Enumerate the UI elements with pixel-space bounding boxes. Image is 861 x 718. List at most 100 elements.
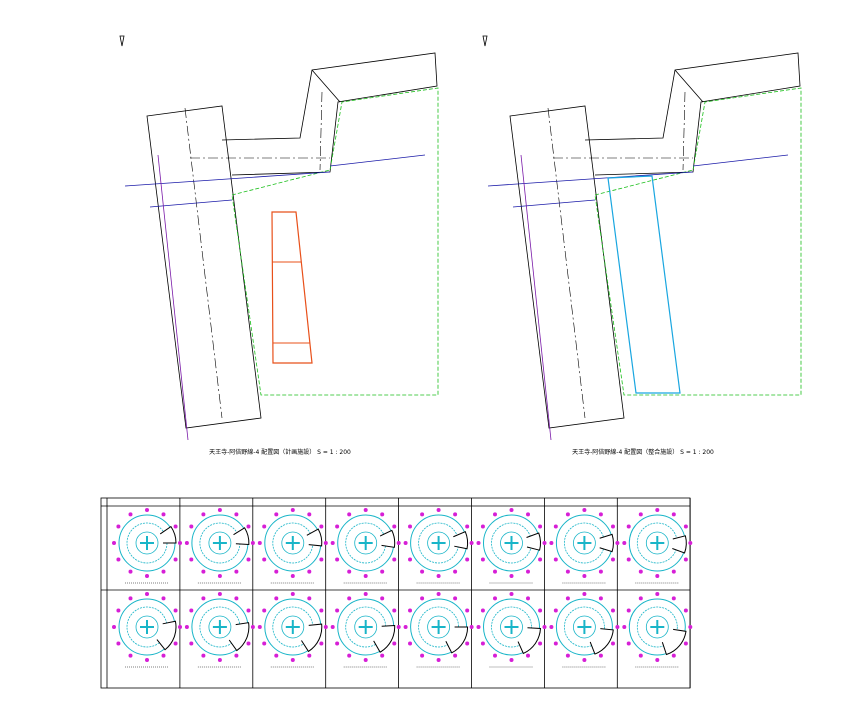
anchor-mark [622, 541, 627, 545]
manhole-inner [135, 615, 159, 639]
anchor-mark [173, 641, 178, 646]
anchor-mark [671, 596, 676, 601]
cut-section [599, 533, 614, 553]
anchor-mark [335, 641, 340, 646]
anchor-mark [274, 653, 279, 658]
manhole-cross [577, 536, 592, 550]
manhole-cross [504, 620, 519, 634]
anchor-mark [201, 596, 206, 601]
cut-section [233, 527, 250, 545]
aligned-facility [607, 175, 681, 394]
anchor-mark [683, 641, 688, 646]
anchor-mark [553, 557, 558, 562]
anchor-mark [480, 557, 485, 562]
anchor-mark [465, 557, 470, 562]
anchor-mark [189, 608, 194, 613]
anchor-mark [189, 641, 194, 646]
dimension-line [329, 154, 426, 167]
anchor-mark [565, 569, 570, 574]
anchor-mark [420, 569, 425, 574]
anchor-mark [453, 596, 458, 601]
anchor-mark [526, 596, 530, 601]
anchor-mark [626, 641, 631, 646]
anchor-mark [626, 524, 631, 529]
anchor-mark [262, 557, 267, 562]
manhole-inner [573, 615, 596, 639]
anchor-mark [234, 653, 239, 658]
cut-section [373, 625, 396, 653]
anchor-mark [509, 658, 514, 662]
anchor-mark [582, 508, 587, 512]
anchor-mark [465, 524, 470, 529]
anchor-mark [469, 541, 474, 545]
anchor-mark [538, 557, 543, 562]
anchor-mark [380, 512, 385, 517]
anchor-mark [638, 569, 643, 574]
anchor-mark [347, 653, 352, 658]
anchor-mark [307, 596, 312, 601]
anchor-mark [246, 641, 251, 646]
anchor-mark [655, 592, 660, 596]
anchor-mark [380, 653, 385, 658]
anchor-mark [465, 641, 470, 646]
anchor-mark [262, 524, 267, 529]
cut-section [301, 623, 323, 653]
anchor-mark [610, 641, 615, 646]
anchor-mark [542, 625, 547, 629]
anchor-mark [688, 541, 693, 545]
anchor-mark [526, 512, 530, 517]
manhole-cross [577, 620, 592, 634]
anchor-mark [420, 653, 425, 658]
manhole-inner [354, 615, 378, 639]
manhole-cross [140, 536, 154, 550]
anchor-mark [330, 541, 335, 545]
anchor-mark [436, 574, 441, 578]
anchor-mark [201, 569, 206, 574]
anchor-mark [598, 569, 603, 574]
anchor-mark [598, 653, 603, 658]
anchor-mark [335, 524, 340, 529]
anchor-mark [476, 625, 481, 629]
anchor-mark [323, 541, 328, 545]
anchor-mark [392, 641, 397, 646]
anchor-mark [480, 608, 485, 613]
anchor-mark [178, 625, 182, 629]
anchor-mark [246, 524, 251, 529]
anchor-mark [319, 641, 324, 646]
anchor-mark [335, 608, 340, 613]
anchor-mark [493, 653, 497, 658]
anchor-mark [598, 596, 603, 601]
anchor-mark [363, 508, 368, 512]
manhole-ring [491, 606, 532, 648]
anchor-mark [161, 512, 166, 517]
anchor-mark [610, 608, 615, 613]
anchor-mark [436, 658, 441, 662]
anchor-mark [553, 524, 558, 529]
anchor-mark [610, 524, 615, 529]
anchor-mark [112, 625, 116, 629]
drawing-caption: 天王寺-阿倍野線-4 配置図（計画施設） S = 1 : 200 [209, 448, 351, 456]
anchor-mark [246, 557, 251, 562]
cut-section [379, 529, 396, 548]
building-outline [584, 52, 801, 176]
manhole-outer [555, 598, 613, 656]
anchor-mark [436, 508, 441, 512]
anchor-mark [112, 541, 116, 545]
anchor-mark [671, 569, 676, 574]
building-outline [509, 105, 625, 429]
anchor-mark [565, 596, 570, 601]
manhole-cross [431, 620, 446, 634]
anchor-mark [128, 653, 133, 658]
site-plan [482, 35, 802, 441]
anchor-mark [201, 512, 206, 517]
anchor-mark [392, 524, 397, 529]
anchor-mark [655, 574, 660, 578]
anchor-mark [274, 512, 279, 517]
manhole-inner [645, 531, 669, 555]
anchor-mark [509, 592, 514, 596]
anchor-mark [553, 608, 558, 613]
anchor-mark [189, 557, 194, 562]
anchor-mark [217, 574, 222, 578]
manhole-cross [358, 620, 373, 634]
cut-section [445, 626, 469, 654]
